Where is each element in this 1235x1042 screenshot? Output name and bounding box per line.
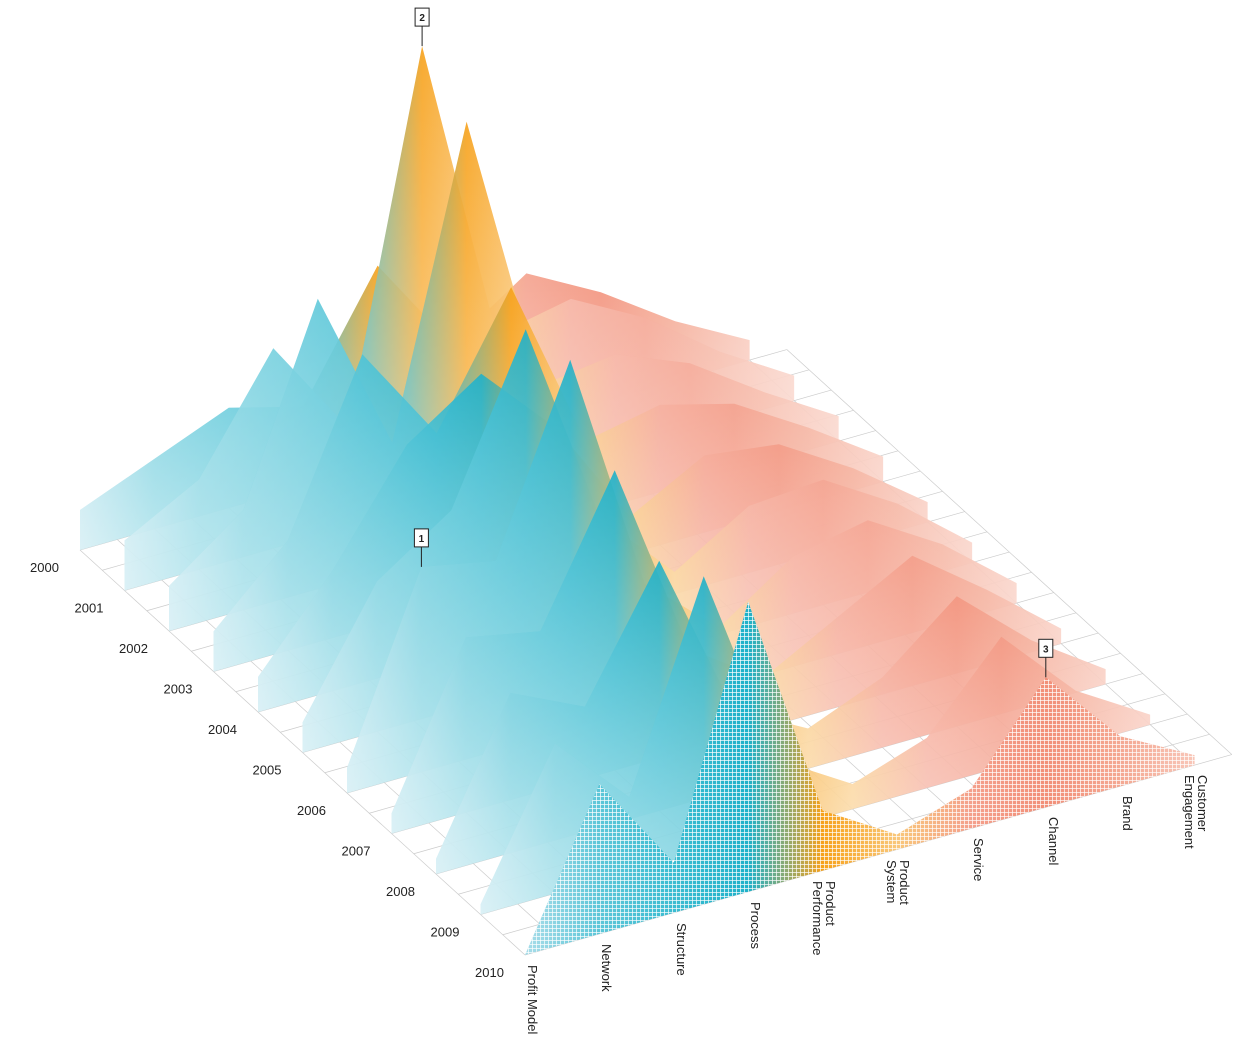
grid-line: [786, 349, 1233, 755]
category-label: Profit Model: [525, 965, 540, 1035]
category-label: Structure: [673, 922, 689, 976]
annotation-label: 1: [419, 534, 425, 545]
category-label: Brand: [1120, 796, 1136, 831]
year-label: 2005: [253, 763, 282, 778]
category-label: Process: [748, 901, 764, 949]
surface: [80, 46, 1195, 955]
category-label: Customer Engagement: [1181, 775, 1210, 849]
category-label: Product Performance: [809, 880, 838, 956]
annotation-box: [1038, 638, 1054, 658]
year-label: 2002: [119, 641, 148, 656]
year-label: 2000: [30, 560, 59, 575]
slice-shade: [480, 576, 1151, 915]
year-label: 2010: [475, 965, 504, 980]
annotation-box: [413, 528, 429, 548]
year-label: 2003: [164, 682, 193, 697]
year-label: 2007: [342, 844, 371, 859]
category-label: Service: [971, 838, 987, 882]
year-label: 2006: [297, 803, 326, 818]
year-label: 2009: [431, 925, 460, 940]
annotation-label: 2: [419, 13, 425, 24]
slice-shade: [525, 601, 1195, 955]
annotation-label: 3: [1043, 644, 1049, 655]
year-label: 2008: [386, 884, 415, 899]
year-label: 2001: [75, 601, 104, 616]
annotations: 1 2 3: [413, 7, 1054, 678]
category-label: Product System: [884, 859, 912, 905]
year-label: 2004: [208, 722, 237, 737]
annotation-box: [414, 7, 430, 27]
category-label: Channel: [1045, 817, 1061, 866]
category-label: Network: [599, 943, 615, 992]
